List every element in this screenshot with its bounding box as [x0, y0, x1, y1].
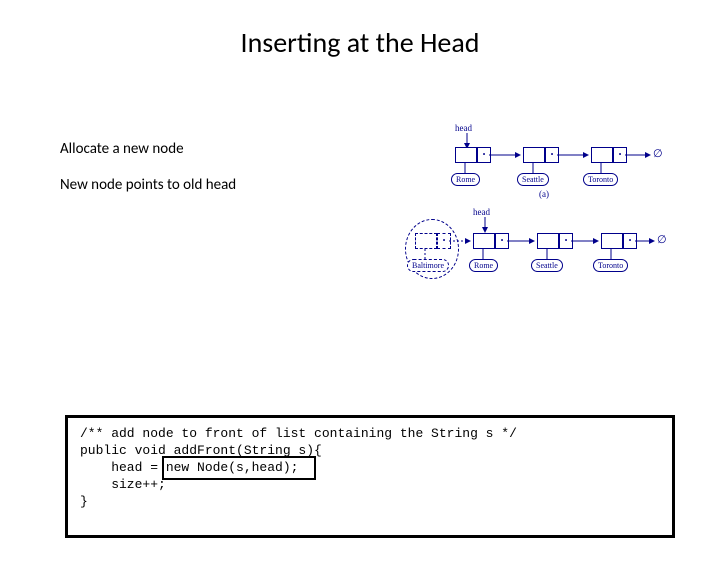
diagram-row-2: head • • • • [415, 209, 680, 289]
linked-list-diagram: head • • • ∅ Rome [415, 125, 680, 295]
arrow-1-1 [489, 153, 523, 161]
sub-label-a: (a) [539, 189, 549, 199]
code-line-4: size++; [80, 477, 166, 492]
node-1-3: • [591, 147, 627, 163]
bullet-2: New node points to old head [60, 176, 236, 194]
arrow-2-2 [571, 239, 601, 247]
label-2-new: Baltimore [407, 259, 449, 272]
arrow-2-new [449, 239, 473, 247]
head-label-2: head [473, 207, 490, 217]
label-2-2: Seattle [531, 259, 563, 272]
node-2-3: • [601, 233, 637, 249]
arrow-1-3 [625, 153, 653, 161]
code-line-3: head = new Node(s,head); [80, 460, 298, 475]
arrow-1-2 [557, 153, 591, 161]
node-1-2: • [523, 147, 559, 163]
code-line-5: } [80, 494, 88, 509]
diagram-row-1: head • • • ∅ Rome [415, 125, 680, 203]
node-2-2: • [537, 233, 573, 249]
label-1-2: Seattle [517, 173, 549, 186]
node-1-1: • [455, 147, 491, 163]
code-line-1: /** add node to front of list containing… [80, 426, 517, 441]
head-label-1: head [455, 123, 472, 133]
label-2-3: Toronto [593, 259, 628, 272]
code-line-2: public void addFront(String s){ [80, 443, 322, 458]
bullet-1: Allocate a new node [60, 140, 236, 158]
null-2: ∅ [657, 233, 667, 246]
null-1: ∅ [653, 147, 663, 160]
code-block: /** add node to front of list containing… [65, 415, 675, 538]
arrow-2-3 [635, 239, 657, 247]
page-title: Inserting at the Head [0, 25, 720, 60]
label-2-1: Rome [469, 259, 498, 272]
label-1-3: Toronto [583, 173, 618, 186]
bullet-list: Allocate a new node New node points to o… [60, 140, 236, 212]
label-1-1: Rome [451, 173, 480, 186]
arrow-2-1 [507, 239, 537, 247]
node-2-new: • [415, 233, 451, 249]
node-2-1: • [473, 233, 509, 249]
